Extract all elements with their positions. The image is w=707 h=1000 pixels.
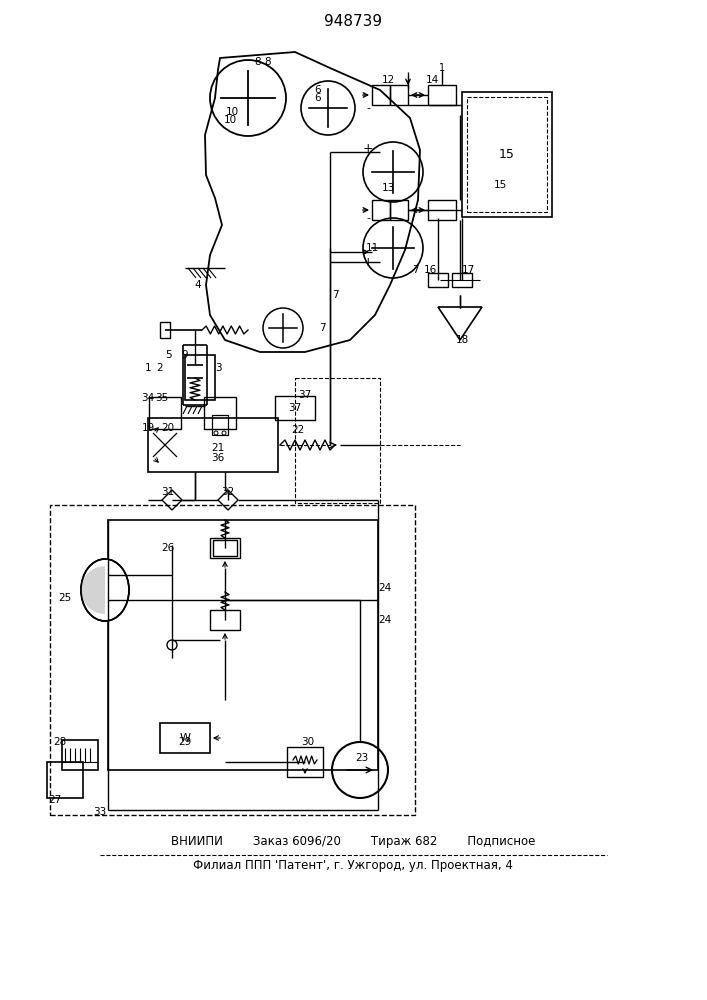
Bar xyxy=(428,200,456,220)
Bar xyxy=(275,396,315,420)
Text: 30: 30 xyxy=(301,737,315,747)
Text: 15: 15 xyxy=(493,180,507,190)
Bar xyxy=(372,200,390,220)
Text: 26: 26 xyxy=(161,543,175,553)
Text: 34: 34 xyxy=(141,393,155,403)
Text: W: W xyxy=(180,733,190,743)
Text: 33: 33 xyxy=(93,807,107,817)
Text: 31: 31 xyxy=(161,487,175,497)
Text: 21: 21 xyxy=(211,443,225,453)
Text: 8: 8 xyxy=(255,57,262,67)
Text: 28: 28 xyxy=(53,737,66,747)
Bar xyxy=(295,378,380,503)
Text: -: - xyxy=(366,103,370,113)
Text: 13: 13 xyxy=(381,183,395,193)
Bar xyxy=(390,85,408,105)
Bar xyxy=(213,540,237,556)
Text: 23: 23 xyxy=(356,753,368,763)
Text: 20: 20 xyxy=(161,423,175,433)
Text: 4: 4 xyxy=(194,280,201,290)
Bar xyxy=(462,92,552,217)
Text: 37: 37 xyxy=(298,390,312,400)
Text: 22: 22 xyxy=(291,425,305,435)
Text: 2: 2 xyxy=(157,363,163,373)
Text: 6: 6 xyxy=(315,85,321,95)
Text: 7: 7 xyxy=(319,323,325,333)
Text: 7: 7 xyxy=(332,290,339,300)
Text: 14: 14 xyxy=(426,75,438,85)
Bar xyxy=(62,740,98,770)
Text: 9: 9 xyxy=(182,350,188,360)
Bar xyxy=(210,610,240,630)
Bar xyxy=(50,505,415,815)
Bar xyxy=(467,97,547,212)
Text: 6: 6 xyxy=(315,93,321,103)
Wedge shape xyxy=(81,566,105,614)
Text: 10: 10 xyxy=(226,107,238,117)
Bar xyxy=(210,538,240,558)
Text: 12: 12 xyxy=(381,75,395,85)
Text: -: - xyxy=(366,213,370,223)
Text: 25: 25 xyxy=(59,593,71,603)
Bar xyxy=(47,762,83,798)
Text: 16: 16 xyxy=(423,265,437,275)
Bar xyxy=(160,322,170,338)
Bar xyxy=(185,355,215,400)
Text: 3: 3 xyxy=(215,363,221,373)
Bar xyxy=(148,418,278,472)
Text: 18: 18 xyxy=(455,335,469,345)
Text: 29: 29 xyxy=(178,737,192,747)
Bar xyxy=(372,85,390,105)
Text: 1: 1 xyxy=(145,363,151,373)
Bar xyxy=(287,747,323,777)
Text: 17: 17 xyxy=(462,265,474,275)
Text: 11: 11 xyxy=(366,243,379,253)
Bar xyxy=(212,415,228,435)
Text: 8: 8 xyxy=(264,57,271,67)
Text: 32: 32 xyxy=(221,487,235,497)
Text: 5: 5 xyxy=(165,350,171,360)
Bar xyxy=(149,397,181,429)
Text: 19: 19 xyxy=(141,423,155,433)
Text: 15: 15 xyxy=(499,147,515,160)
Text: ВНИИПИ        Заказ 6096/20        Тираж 682        Подписное: ВНИИПИ Заказ 6096/20 Тираж 682 Подписное xyxy=(171,834,535,848)
Text: 1: 1 xyxy=(439,63,445,73)
Bar xyxy=(160,723,210,753)
Text: Филиал ППП 'Патент', г. Ужгород, ул. Проектная, 4: Филиал ППП 'Патент', г. Ужгород, ул. Про… xyxy=(193,858,513,871)
Bar xyxy=(428,273,448,287)
Bar xyxy=(108,520,378,770)
Text: 24: 24 xyxy=(378,583,392,593)
Text: 948739: 948739 xyxy=(324,14,382,29)
Text: 27: 27 xyxy=(48,795,62,805)
Text: 36: 36 xyxy=(211,453,225,463)
Text: +: + xyxy=(363,255,373,268)
Bar xyxy=(390,200,408,220)
Bar xyxy=(204,397,236,429)
Text: +: + xyxy=(363,141,373,154)
Bar xyxy=(428,85,456,105)
Ellipse shape xyxy=(81,559,129,621)
Text: 37: 37 xyxy=(288,403,302,413)
Polygon shape xyxy=(438,307,482,340)
Text: 7: 7 xyxy=(411,265,419,275)
Text: 10: 10 xyxy=(223,115,237,125)
Text: 24: 24 xyxy=(378,615,392,625)
Text: 35: 35 xyxy=(156,393,169,403)
Bar xyxy=(452,273,472,287)
